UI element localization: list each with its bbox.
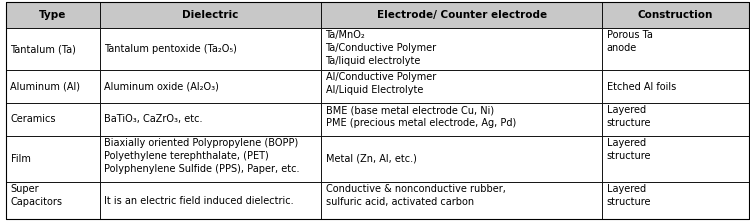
Text: Construction: Construction: [638, 10, 713, 20]
Bar: [321, 136, 602, 182]
Text: Ceramics: Ceramics: [10, 114, 56, 125]
Bar: [321, 182, 602, 219]
Bar: [100, 103, 321, 136]
Bar: [6, 103, 100, 136]
Bar: [602, 70, 748, 103]
Text: BME (base metal electrode Cu, Ni)
PME (precious metal electrode, Ag, Pd): BME (base metal electrode Cu, Ni) PME (p…: [326, 105, 516, 128]
Bar: [602, 28, 748, 70]
Text: Aluminum oxide (Al₂O₃): Aluminum oxide (Al₂O₃): [104, 81, 219, 92]
Bar: [602, 182, 748, 219]
Text: Electrode/ Counter electrode: Electrode/ Counter electrode: [376, 10, 547, 20]
Bar: [602, 103, 748, 136]
Text: Film: Film: [10, 154, 30, 164]
Bar: [6, 182, 100, 219]
Bar: [321, 103, 602, 136]
Text: Al/Conductive Polymer
Al/Liquid Electrolyte: Al/Conductive Polymer Al/Liquid Electrol…: [326, 72, 436, 95]
Text: Porous Ta
anode: Porous Ta anode: [607, 30, 652, 53]
Bar: [6, 70, 100, 103]
Text: Type: Type: [39, 10, 67, 20]
Text: Layered
structure: Layered structure: [607, 138, 651, 161]
Text: It is an electric field induced dielectric.: It is an electric field induced dielectr…: [104, 196, 294, 206]
Bar: [100, 28, 321, 70]
Text: Layered
structure: Layered structure: [607, 184, 651, 207]
Text: Ta/MnO₂
Ta/Conductive Polymer
Ta/liquid electrolyte: Ta/MnO₂ Ta/Conductive Polymer Ta/liquid …: [326, 30, 436, 66]
Bar: [602, 2, 748, 28]
Text: Conductive & nonconductive rubber,
sulfuric acid, activated carbon: Conductive & nonconductive rubber, sulfu…: [326, 184, 506, 207]
Bar: [100, 182, 321, 219]
Text: Tantalum (Ta): Tantalum (Ta): [10, 44, 76, 54]
Text: Super
Capacitors: Super Capacitors: [10, 184, 62, 207]
Text: Etched Al foils: Etched Al foils: [607, 81, 676, 92]
Text: Layered
structure: Layered structure: [607, 105, 651, 128]
Bar: [100, 70, 321, 103]
Bar: [321, 2, 602, 28]
Text: Biaxially oriented Polypropylene (BOPP)
Polyethylene terephthalate, (PET)
Polyph: Biaxially oriented Polypropylene (BOPP) …: [104, 138, 300, 174]
Text: Metal (Zn, Al, etc.): Metal (Zn, Al, etc.): [326, 154, 416, 164]
Bar: [100, 2, 321, 28]
Bar: [602, 136, 748, 182]
Bar: [6, 136, 100, 182]
Text: BaTiO₃, CaZrO₃, etc.: BaTiO₃, CaZrO₃, etc.: [104, 114, 202, 125]
Bar: [100, 136, 321, 182]
Text: Tantalum pentoxide (Ta₂O₅): Tantalum pentoxide (Ta₂O₅): [104, 44, 237, 54]
Bar: [321, 70, 602, 103]
Bar: [6, 2, 100, 28]
Bar: [6, 28, 100, 70]
Text: Dielectric: Dielectric: [182, 10, 238, 20]
Text: Aluminum (Al): Aluminum (Al): [10, 81, 80, 92]
Bar: [321, 28, 602, 70]
